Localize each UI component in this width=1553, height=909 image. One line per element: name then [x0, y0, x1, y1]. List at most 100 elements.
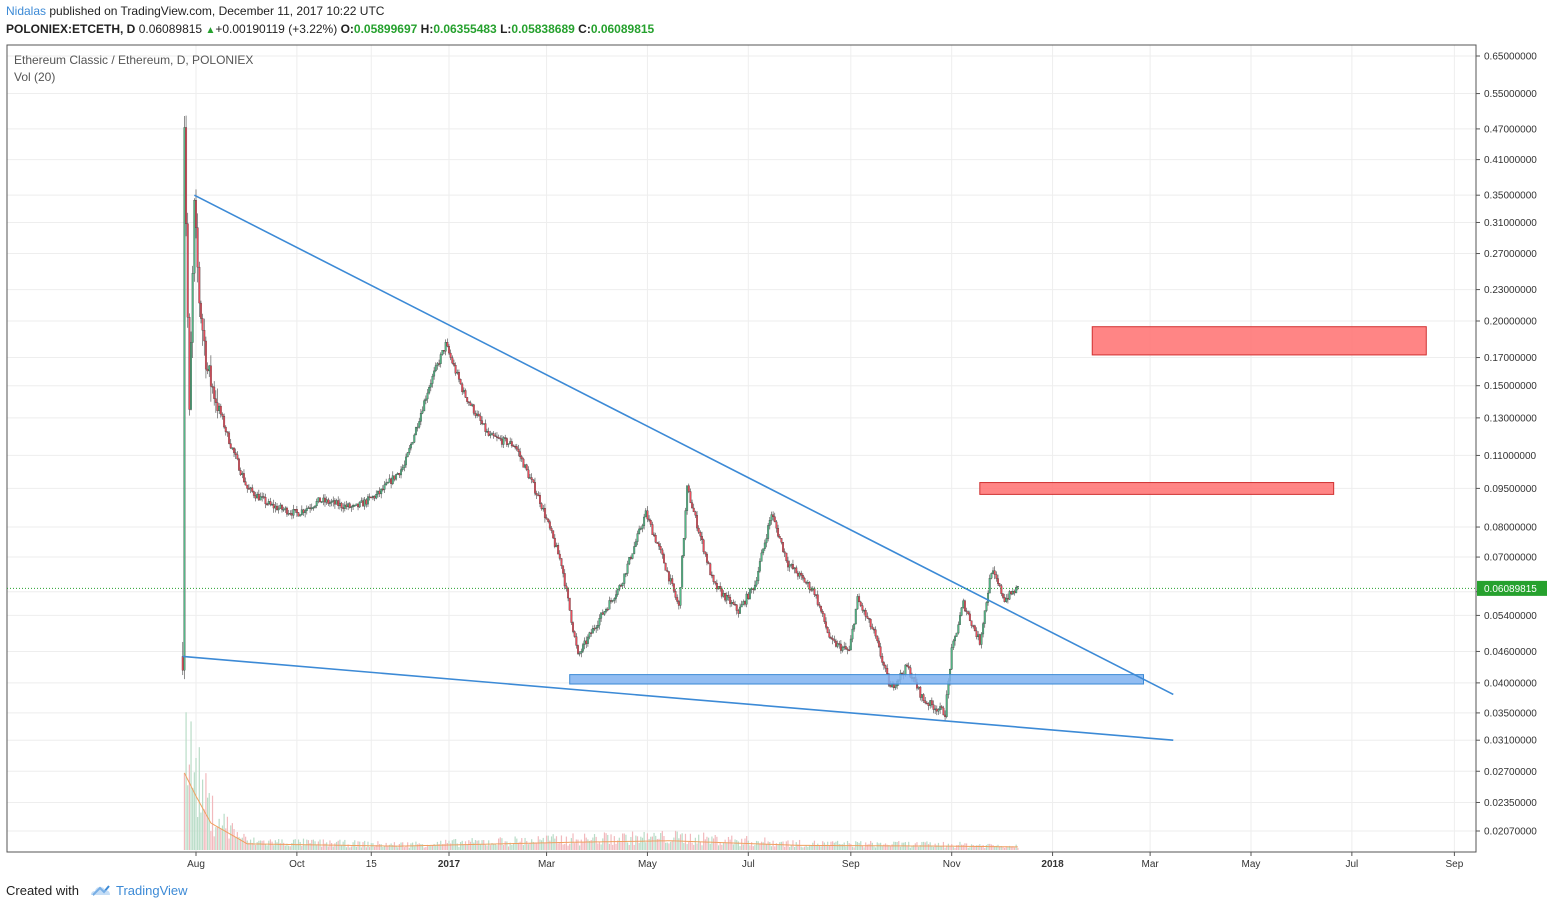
- time-tick-label: Aug: [187, 859, 205, 870]
- candle-body: [390, 478, 393, 484]
- candle-body: [295, 509, 298, 513]
- volume-bar: [823, 842, 825, 850]
- volume-bar: [517, 842, 520, 850]
- volume-bar: [347, 844, 349, 850]
- volume-bar: [588, 840, 591, 850]
- volume-bar: [408, 847, 410, 850]
- volume-bar: [608, 843, 610, 850]
- candle-body: [591, 628, 594, 634]
- candle-body: [1013, 591, 1016, 594]
- footer: Created with TradingView: [6, 883, 188, 898]
- candle-body: [419, 413, 422, 422]
- candle-body: [388, 478, 391, 483]
- candle-body: [376, 490, 379, 495]
- volume-bar: [259, 840, 262, 850]
- volume-bar: [979, 844, 981, 850]
- volume-bar: [709, 843, 711, 850]
- candle-body: [762, 548, 765, 554]
- volume-bar: [187, 785, 189, 850]
- volume-bar: [569, 843, 571, 850]
- volume-bar: [645, 842, 647, 850]
- volume-bar: [284, 845, 286, 850]
- candle-body: [696, 515, 698, 529]
- volume-bar: [997, 844, 999, 850]
- candle-body: [707, 562, 710, 564]
- candle-body: [834, 640, 837, 647]
- volume-bar: [789, 847, 791, 850]
- candle-body: [410, 444, 412, 449]
- candle-body: [753, 584, 756, 590]
- author-link[interactable]: Nidalas: [6, 4, 47, 18]
- candle-body: [563, 573, 566, 587]
- candle-body: [236, 454, 239, 460]
- candle-body: [884, 665, 887, 669]
- resistance-1-zone: [979, 482, 1335, 495]
- volume-bar: [911, 846, 913, 850]
- candle-body: [833, 639, 836, 642]
- candle-body: [246, 484, 249, 489]
- volume-bar: [478, 840, 480, 850]
- candle-body: [998, 583, 1001, 586]
- volume-bar: [952, 846, 954, 850]
- volume-bar: [493, 844, 495, 850]
- candle-body: [357, 503, 360, 508]
- tradingview-brand-link[interactable]: TradingView: [116, 883, 188, 898]
- drawings[interactable]: [182, 194, 1427, 741]
- candle-body: [922, 694, 925, 701]
- candle-body: [846, 648, 849, 651]
- volume-bar: [268, 840, 270, 850]
- candle-body: [869, 618, 872, 628]
- candle-body: [446, 342, 449, 347]
- volume-bar: [625, 834, 627, 850]
- candle-body: [945, 694, 948, 717]
- time-tick-label: Sep: [1445, 859, 1463, 870]
- volume-bar: [529, 842, 531, 850]
- candle-body: [239, 470, 242, 475]
- price-axis[interactable]: 0.65000000 0.55000000 0.47000000 0.41000000…: [1476, 52, 1537, 838]
- ohlc-line: POLONIEX:ETCETH, D 0.06089815 ▲+0.001901…: [6, 22, 654, 36]
- candle-body: [393, 475, 396, 480]
- candle-body: [770, 514, 773, 521]
- candle-body: [1000, 585, 1003, 594]
- candle-body: [706, 553, 708, 563]
- candle-body: [658, 543, 660, 547]
- volume-bar: [263, 840, 265, 850]
- candle-body: [920, 694, 923, 698]
- volume-bar: [198, 747, 200, 850]
- candle-body: [1011, 591, 1014, 595]
- volume-bar: [693, 844, 695, 850]
- volume-bar: [703, 832, 705, 850]
- volume-bar: [271, 841, 273, 850]
- candle-body: [327, 499, 330, 504]
- candle-body: [801, 575, 804, 579]
- time-tick-label: May: [1242, 859, 1261, 870]
- volume-bar: [975, 845, 978, 850]
- volume-bar: [683, 843, 685, 850]
- volume-bar: [878, 843, 880, 850]
- candle-body: [798, 572, 801, 577]
- candle-body: [821, 611, 824, 614]
- candle-body: [841, 646, 844, 651]
- candle-body: [682, 538, 685, 557]
- volume-bar: [741, 838, 743, 850]
- volume-bar: [238, 836, 240, 850]
- candle-body: [453, 363, 455, 366]
- candle-body: [340, 502, 343, 508]
- volume-bar: [646, 833, 649, 850]
- candle-body: [342, 507, 345, 509]
- time-axis[interactable]: Aug Oct 15 2017 Mar May Jul Sep Nov 2018 Mar May Jul…: [187, 852, 1464, 870]
- candle-body: [954, 636, 956, 642]
- volume-bar: [780, 841, 782, 850]
- candle-body: [659, 546, 662, 551]
- volume-bar: [992, 844, 994, 850]
- volume-bar: [612, 844, 614, 850]
- volume-bar: [220, 828, 222, 850]
- candle-body: [692, 507, 695, 513]
- volume-bar: [557, 843, 559, 850]
- candle-body: [634, 541, 637, 547]
- candle-body: [868, 618, 870, 620]
- candle-body: [492, 433, 495, 436]
- candle-body: [661, 549, 664, 555]
- candle-body: [623, 573, 626, 584]
